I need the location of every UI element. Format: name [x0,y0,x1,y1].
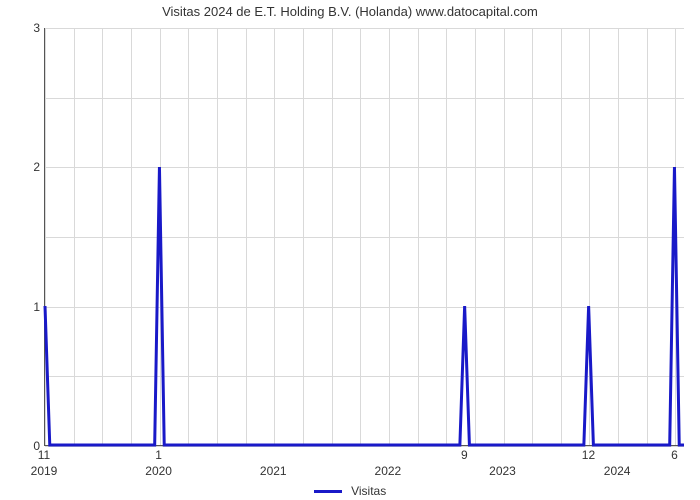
y-tick-label: 0 [6,439,40,453]
x-tick-minor-label: 6 [671,448,678,462]
chart-container: Visitas 2024 de E.T. Holding B.V. (Holan… [0,0,700,500]
series-line [45,28,684,445]
y-tick-label: 1 [6,300,40,314]
plot-area [44,28,684,446]
x-tick-minor-label: 1 [155,448,162,462]
y-tick-label: 2 [6,160,40,174]
legend-label: Visitas [351,484,386,498]
x-tick-major-label: 2020 [145,464,172,478]
x-tick-major-label: 2021 [260,464,287,478]
x-tick-minor-label: 9 [461,448,468,462]
x-tick-major-label: 2022 [375,464,402,478]
x-tick-major-label: 2023 [489,464,516,478]
x-tick-major-label: 2024 [604,464,631,478]
chart-title: Visitas 2024 de E.T. Holding B.V. (Holan… [0,4,700,19]
y-tick-label: 3 [6,21,40,35]
x-tick-major-label: 2019 [31,464,58,478]
x-tick-minor-label: 11 [38,448,50,462]
legend: Visitas [0,484,700,498]
legend-swatch [314,490,342,493]
x-tick-minor-label: 12 [582,448,595,462]
